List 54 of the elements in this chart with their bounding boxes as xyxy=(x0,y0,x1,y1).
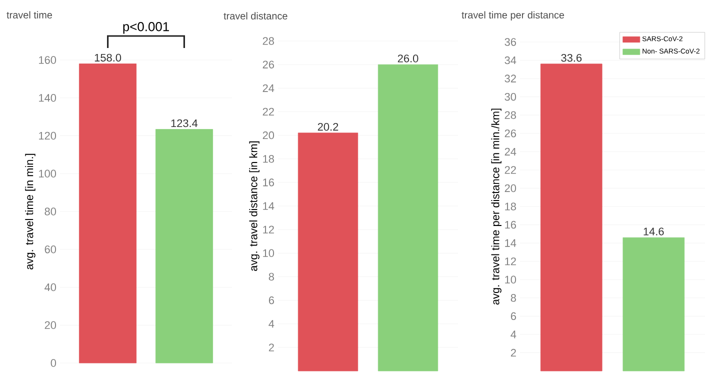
y-tick-label: 14 xyxy=(505,239,516,247)
y-tick-label: 22 xyxy=(504,166,516,174)
data-label: 158.0 xyxy=(94,54,122,62)
y-tick-label: 80 xyxy=(44,208,56,216)
y-tick-label: 16 xyxy=(505,220,516,229)
data-label: 20.2 xyxy=(318,122,338,131)
y-tick-label: 18 xyxy=(505,202,516,210)
y-tick-label: 32 xyxy=(504,74,516,82)
y-tick-label: 36 xyxy=(504,38,516,46)
y-tick-label: 4 xyxy=(268,320,274,328)
chart-title: travel time xyxy=(6,11,52,18)
y-axis-title: avg. travel time per distance [in min./km] xyxy=(491,108,502,305)
y-tick-label: 24 xyxy=(262,84,274,92)
y-tick-label: 20 xyxy=(44,321,56,330)
y-tick-label: 20 xyxy=(262,131,274,140)
y-tick-label: 10 xyxy=(263,249,274,258)
chart-title: travel time per distance xyxy=(462,11,564,20)
data-label: 33.6 xyxy=(561,54,582,62)
y-tick-label: 6 xyxy=(268,296,274,304)
y-tick-label: 40 xyxy=(44,283,56,292)
y-tick-label: 8 xyxy=(268,272,274,281)
y-tick-label: 4 xyxy=(510,330,516,338)
y-tick-label: 30 xyxy=(504,92,516,101)
data-label: 123.4 xyxy=(171,119,198,128)
y-tick-label: 12 xyxy=(505,258,516,266)
y-tick-label: 6 xyxy=(510,312,516,320)
y-tick-label: 12 xyxy=(263,226,274,234)
y-tick-label: 26 xyxy=(262,60,274,68)
y-tick-label: 2 xyxy=(510,348,516,357)
y-tick-label: 34 xyxy=(504,56,516,64)
y-tick-label: 10 xyxy=(505,276,516,284)
y-tick-label: 160 xyxy=(39,56,56,64)
y-tick-label: 24 xyxy=(504,148,516,156)
y-tick-label: 18 xyxy=(263,154,274,163)
y-tick-label: 22 xyxy=(262,108,274,116)
y-tick-label: 120 xyxy=(39,132,56,140)
y-tick-label: 26 xyxy=(504,130,516,138)
y-tick-label: 14 xyxy=(263,202,274,210)
data-label: 26.0 xyxy=(398,54,418,62)
text: p<0.001 xyxy=(123,22,169,34)
y-tick-label: 2 xyxy=(268,344,274,352)
y-tick-label: 100 xyxy=(39,170,56,178)
y-tick-label: 28 xyxy=(504,111,516,119)
y-tick-label: 8 xyxy=(510,294,516,302)
y-tick-label: 60 xyxy=(44,246,56,254)
y-tick-label: 20 xyxy=(504,184,516,192)
chart-title: travel distance xyxy=(224,12,288,20)
y-tick-label: 0 xyxy=(50,359,56,367)
data-label: 14.6 xyxy=(644,228,664,236)
y-tick-label: 140 xyxy=(39,94,56,102)
y-axis-title: avg. travel distance [in km] xyxy=(249,141,260,271)
y-axis-title: avg. travel time [in min.] xyxy=(25,154,36,270)
y-tick-label: 16 xyxy=(263,178,274,186)
y-tick-label: 28 xyxy=(262,37,274,45)
